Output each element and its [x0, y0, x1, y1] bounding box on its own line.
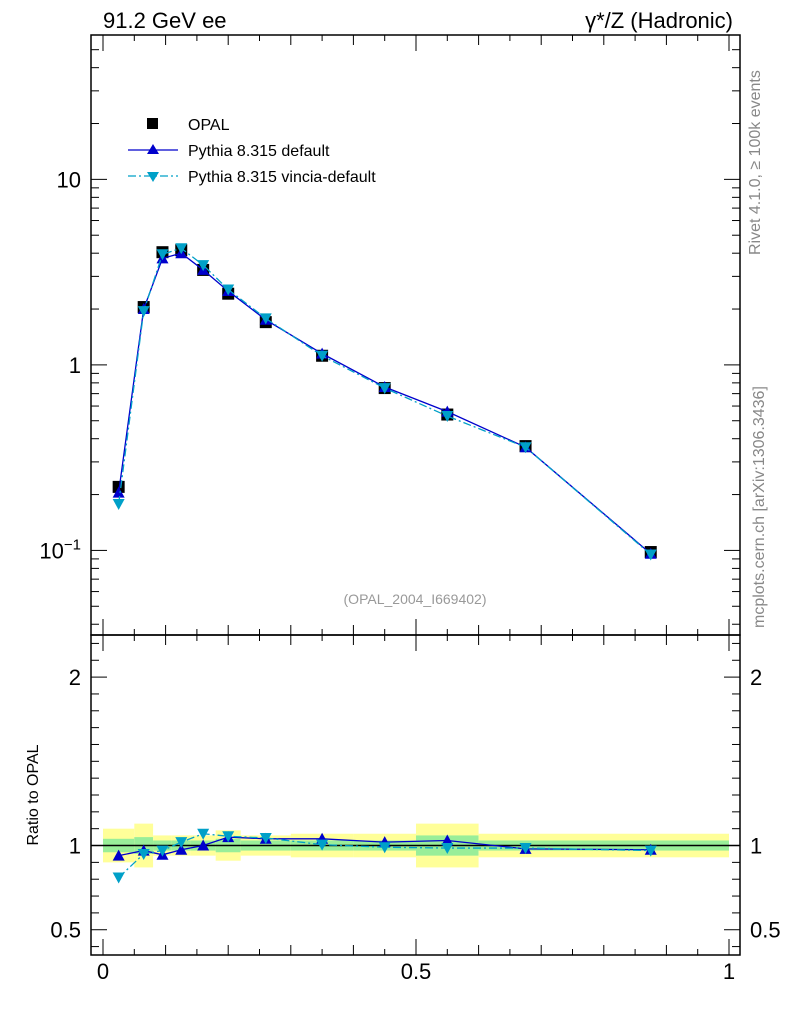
ratio-point-pythia-vincia [222, 831, 235, 843]
axis-ticks [91, 34, 740, 955]
main-y-tick-label: 10−1 [39, 536, 81, 563]
data-point-pythia-vincia [112, 498, 125, 510]
ratio-y-tick-label: 1 [69, 834, 81, 859]
ratio-point-pythia-default [175, 843, 188, 855]
data-point-pythia-vincia [137, 306, 150, 318]
legend-label-pythia-vincia: Pythia 8.315 vincia-default [188, 169, 376, 186]
ratio-y-tick-label-right: 1 [750, 834, 762, 859]
ratio-point-pythia-vincia [137, 848, 150, 860]
main-series-layer [112, 243, 657, 561]
x-tick-labels: 0 0.5 1 [97, 959, 735, 984]
series-line-pythia-default [118, 252, 652, 555]
data-point-pythia-vincia [197, 260, 210, 272]
data-point-pythia-vincia [519, 442, 532, 454]
ratio-point-pythia-vincia [441, 843, 454, 855]
ratio-point-pythia-vincia [259, 832, 272, 844]
legend-marker-pythia-default [147, 144, 159, 154]
data-point-pythia-vincia [316, 350, 329, 362]
legend-label-opal: OPAL [188, 117, 230, 134]
data-point-pythia-default [112, 486, 125, 498]
ratio-series-layer [112, 828, 657, 884]
x-tick-label: 0.5 [401, 959, 432, 984]
ratio-point-pythia-default [112, 849, 125, 861]
ratio-panel-frame [90, 634, 741, 956]
data-point-pythia-vincia [222, 284, 235, 296]
x-tick-label: 1 [723, 959, 735, 984]
ratio-point-pythia-default [197, 839, 210, 851]
ratio-y-tick-label: 0.5 [50, 918, 81, 943]
ratio-line-pythia-default [118, 836, 651, 857]
ratio-y-tick-labels: 0.5 1 2 0.5 1 2 [50, 665, 780, 943]
data-point-pythia-vincia [156, 249, 169, 261]
ratio-line-pythia-vincia [118, 833, 651, 878]
x-tick-label: 0 [97, 959, 109, 984]
data-point-pythia-vincia [644, 549, 657, 561]
ratio-y-tick-label-right: 2 [750, 665, 762, 690]
legend-marker-pythia-vincia [147, 172, 159, 182]
left-title: 91.2 GeV ee [103, 8, 227, 33]
legend-label-pythia-default: Pythia 8.315 default [188, 143, 330, 160]
ratio-point-pythia-vincia [175, 837, 188, 849]
ratio-point-pythia-default [441, 834, 454, 846]
legend-marker-opal [147, 118, 158, 129]
ratio-point-pythia-vincia [378, 842, 391, 854]
mcplots-label: mcplots.cern.ch [arXiv:1306.3436] [751, 386, 768, 628]
data-point-pythia-vincia [441, 411, 454, 423]
data-point-pythia-vincia [259, 313, 272, 325]
data-point-pythia-vincia [175, 243, 188, 255]
ratio-point-pythia-vincia [316, 839, 329, 851]
main-y-tick-labels: 10−1 1 10 [39, 167, 81, 563]
ratio-point-pythia-vincia [156, 845, 169, 857]
data-point-pythia-vincia [378, 383, 391, 395]
rivet-label: Rivet 4.1.0, ≥ 100k events [747, 70, 764, 255]
ratio-y-axis-label: Ratio to OPAL [25, 744, 42, 845]
legend: OPAL Pythia 8.315 default Pythia 8.315 v… [128, 117, 376, 186]
ratio-point-pythia-vincia [644, 845, 657, 857]
right-title: γ*/Z (Hadronic) [585, 8, 733, 33]
ratio-point-pythia-vincia [112, 872, 125, 884]
ratio-y-tick-label-right: 0.5 [750, 918, 781, 943]
ratio-point-pythia-vincia [197, 828, 210, 840]
ratio-y-tick-label: 2 [69, 665, 81, 690]
main-y-tick-label: 10 [57, 167, 81, 192]
series-line-pythia-vincia [118, 247, 652, 556]
ratio-point-pythia-vincia [519, 843, 532, 855]
main-y-tick-label: 1 [69, 353, 81, 378]
analysis-reference: (OPAL_2004_I669402) [344, 591, 487, 607]
